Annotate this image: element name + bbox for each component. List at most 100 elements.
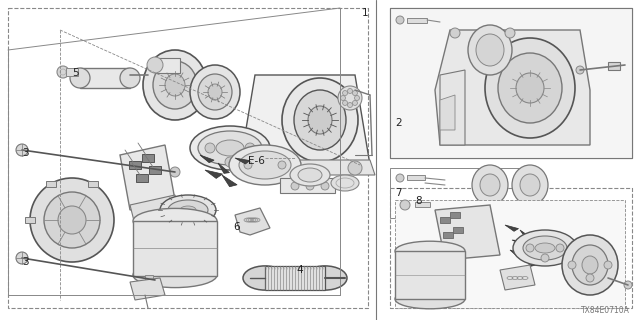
Ellipse shape [298, 168, 322, 182]
Circle shape [291, 182, 299, 190]
Circle shape [244, 161, 252, 169]
Polygon shape [453, 227, 463, 233]
Circle shape [353, 100, 358, 106]
Ellipse shape [216, 140, 244, 156]
Ellipse shape [30, 178, 114, 262]
Ellipse shape [243, 266, 287, 290]
Ellipse shape [472, 165, 508, 205]
Polygon shape [512, 240, 526, 245]
Bar [608, 62, 620, 70]
Polygon shape [130, 195, 180, 225]
Ellipse shape [582, 256, 598, 274]
Bar [155, 58, 180, 73]
Circle shape [586, 274, 594, 282]
Bar [407, 18, 427, 23]
Ellipse shape [572, 245, 608, 285]
Ellipse shape [520, 174, 540, 196]
Bar [395, 251, 465, 299]
Text: 3: 3 [22, 148, 29, 158]
Ellipse shape [208, 84, 222, 100]
Polygon shape [520, 230, 531, 239]
Text: E-6: E-6 [248, 156, 265, 166]
Ellipse shape [133, 262, 217, 288]
Ellipse shape [498, 53, 562, 123]
Polygon shape [218, 163, 230, 173]
Text: 2: 2 [395, 118, 402, 128]
Bar [407, 175, 425, 180]
Circle shape [340, 95, 346, 100]
Circle shape [348, 102, 353, 108]
Circle shape [348, 161, 362, 175]
Circle shape [400, 200, 410, 210]
Ellipse shape [395, 241, 465, 261]
Bar [390, 188, 632, 308]
Circle shape [396, 174, 404, 182]
Text: 4: 4 [296, 265, 303, 275]
Polygon shape [46, 180, 56, 187]
Circle shape [16, 252, 28, 264]
Circle shape [170, 167, 180, 177]
Ellipse shape [120, 68, 140, 88]
Text: 5: 5 [72, 68, 79, 78]
Bar [133, 221, 217, 276]
Circle shape [245, 143, 255, 153]
Circle shape [342, 100, 348, 106]
Polygon shape [440, 70, 465, 145]
Ellipse shape [294, 90, 346, 150]
Ellipse shape [153, 61, 197, 109]
Ellipse shape [513, 230, 577, 266]
Circle shape [396, 16, 404, 24]
Ellipse shape [133, 208, 217, 234]
Ellipse shape [70, 68, 90, 88]
Polygon shape [440, 217, 450, 223]
Polygon shape [200, 155, 214, 163]
Ellipse shape [198, 74, 232, 110]
Ellipse shape [395, 289, 465, 309]
Circle shape [205, 143, 215, 153]
Polygon shape [435, 205, 500, 260]
Ellipse shape [303, 266, 347, 290]
Bar [265, 266, 325, 290]
Circle shape [526, 244, 534, 252]
Circle shape [568, 261, 576, 269]
Ellipse shape [476, 34, 504, 66]
Ellipse shape [58, 206, 86, 234]
Ellipse shape [147, 57, 163, 73]
Polygon shape [235, 158, 250, 164]
Polygon shape [205, 170, 223, 179]
Polygon shape [240, 75, 370, 165]
Bar [390, 8, 632, 158]
Bar [8, 8, 368, 308]
Circle shape [342, 91, 348, 96]
Ellipse shape [523, 236, 567, 260]
Circle shape [306, 182, 314, 190]
Polygon shape [235, 160, 375, 175]
Bar [390, 8, 632, 158]
Circle shape [576, 66, 584, 74]
Ellipse shape [480, 174, 500, 196]
Text: 8: 8 [415, 196, 422, 206]
Text: 7: 7 [395, 188, 402, 198]
Polygon shape [222, 175, 237, 187]
Ellipse shape [308, 106, 332, 134]
Polygon shape [80, 68, 130, 88]
Polygon shape [500, 265, 535, 290]
Polygon shape [443, 232, 453, 238]
Ellipse shape [290, 164, 330, 186]
Polygon shape [395, 200, 625, 308]
Ellipse shape [168, 200, 208, 220]
Ellipse shape [331, 175, 359, 191]
Ellipse shape [190, 126, 270, 170]
Ellipse shape [180, 206, 196, 214]
Ellipse shape [44, 192, 100, 248]
Ellipse shape [190, 65, 240, 119]
Circle shape [225, 157, 235, 167]
Circle shape [355, 95, 360, 100]
Bar [415, 202, 430, 207]
Polygon shape [505, 225, 518, 231]
Text: 6: 6 [233, 222, 239, 232]
Circle shape [16, 144, 28, 156]
Circle shape [353, 91, 358, 96]
Polygon shape [120, 145, 175, 210]
Polygon shape [149, 166, 161, 174]
